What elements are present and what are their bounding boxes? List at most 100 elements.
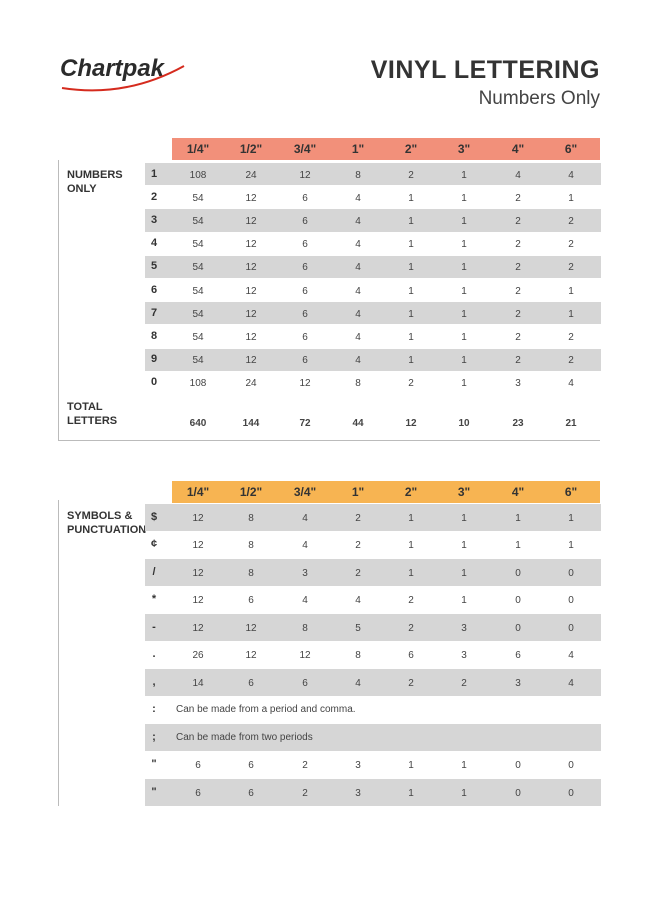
cell: 3 [355, 787, 361, 799]
row-key: ¢ [150, 538, 158, 551]
cell: 6 [302, 677, 308, 689]
cell: 0 [568, 595, 574, 607]
row-key: 1 [150, 167, 158, 180]
cell: 2 [568, 239, 574, 251]
cell: 2 [515, 332, 521, 343]
cell: 1 [461, 567, 467, 579]
cell: 0 [568, 787, 574, 799]
cell: 2 [515, 239, 521, 251]
cell: 0 [568, 760, 574, 772]
cell: 12 [192, 512, 204, 524]
row-key: , [152, 675, 156, 688]
column-header: 2" [404, 485, 418, 499]
cell: 108 [189, 169, 207, 181]
table-label: SYMBOLS & PUNCTUATION [67, 510, 147, 536]
title: VINYL LETTERING [370, 56, 600, 84]
row-key: 8 [150, 330, 158, 342]
left-rule [58, 500, 59, 806]
cell: 1 [408, 787, 414, 799]
cell: 6 [248, 787, 254, 799]
column-header: 6" [564, 485, 578, 499]
total-cell: 12 [405, 418, 417, 429]
row-band [145, 163, 601, 186]
cell: 6 [515, 650, 521, 662]
cell: 4 [515, 169, 521, 181]
cell: 2 [408, 378, 414, 390]
cell: 2 [408, 677, 414, 689]
cell: 6 [302, 355, 308, 367]
cell: 1 [568, 512, 574, 524]
cell: 12 [299, 650, 311, 662]
cell: 1 [408, 355, 414, 367]
cell: 3 [461, 650, 467, 662]
cell: 54 [192, 192, 204, 204]
cell: 4 [302, 512, 308, 524]
cell: 6 [302, 216, 308, 227]
cell: 54 [192, 332, 204, 343]
cell: 6 [302, 239, 308, 251]
cell: 6 [302, 262, 308, 274]
cell: 1 [408, 760, 414, 772]
cell: 8 [248, 540, 254, 552]
cell: 0 [515, 567, 521, 579]
cell: 1 [568, 540, 574, 552]
cell: 1 [461, 285, 467, 297]
cell: 2 [568, 262, 574, 274]
cell: 54 [192, 216, 204, 227]
cell: 12 [245, 262, 257, 274]
row-key: 3 [150, 214, 158, 226]
cell: 2 [408, 595, 414, 607]
cell: 24 [245, 169, 257, 181]
bottom-rule [58, 440, 600, 441]
cell: 1 [461, 216, 467, 227]
cell: 1 [461, 169, 467, 181]
cell: 4 [355, 595, 361, 607]
cell: 2 [515, 262, 521, 274]
row-band [145, 209, 601, 232]
row-key: 0 [150, 376, 158, 389]
cell: 1 [461, 595, 467, 607]
cell: 54 [192, 262, 204, 274]
cell: 6 [302, 192, 308, 204]
row-note: Can be made from a period and comma. [176, 704, 356, 716]
cell: 1 [461, 239, 467, 251]
cell: 5 [355, 622, 361, 634]
cell: 1 [408, 512, 414, 524]
cell: 1 [461, 355, 467, 367]
cell: 1 [515, 540, 521, 552]
cell: 4 [355, 308, 361, 320]
row-key: . [152, 648, 156, 661]
cell: 3 [515, 677, 521, 689]
left-rule [58, 160, 59, 440]
cell: 0 [515, 787, 521, 799]
total-cell: 640 [189, 418, 207, 429]
total-cell: 72 [299, 418, 311, 429]
row-note: Can be made from two periods [176, 731, 313, 743]
column-header: 1" [351, 142, 365, 156]
cell: 0 [568, 622, 574, 634]
cell: 54 [192, 355, 204, 367]
cell: 12 [245, 332, 257, 343]
column-header: 1/2" [239, 485, 263, 499]
column-header: 2" [404, 142, 418, 156]
total-cell: 144 [242, 418, 260, 429]
cell: 0 [515, 622, 521, 634]
row-band [145, 559, 601, 586]
row-key: 5 [150, 260, 158, 273]
cell: 12 [245, 650, 257, 662]
cell: 6 [408, 650, 414, 662]
cell: 4 [355, 677, 361, 689]
cell: 4 [355, 285, 361, 297]
total-cell: 21 [565, 418, 577, 429]
cell: 12 [299, 169, 311, 181]
cell: 3 [302, 567, 308, 579]
cell: 1 [408, 285, 414, 297]
row-key: : [152, 703, 156, 716]
cell: 4 [355, 239, 361, 251]
column-header: 4" [511, 142, 525, 156]
column-header: 1/4" [186, 485, 210, 499]
header-band [172, 481, 600, 503]
cell: 2 [461, 677, 467, 689]
cell: 12 [192, 595, 204, 607]
